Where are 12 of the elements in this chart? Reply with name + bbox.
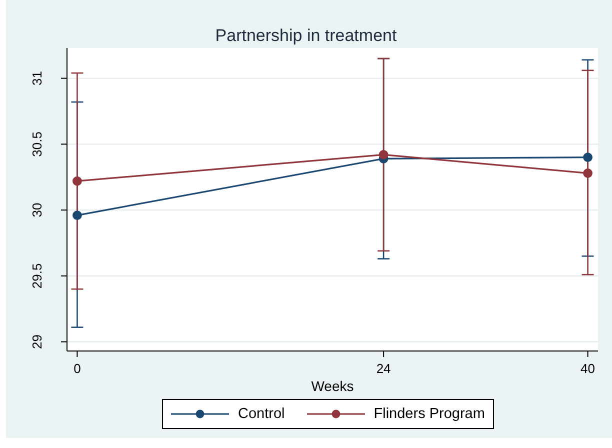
y-tick-label: 30.5 xyxy=(30,132,44,157)
x-axis-title: Weeks xyxy=(311,378,354,394)
x-tick-label: 24 xyxy=(376,361,391,376)
y-tick-label: 29.5 xyxy=(30,263,44,289)
x-tick-label: 40 xyxy=(580,361,596,376)
legend-label: Control xyxy=(238,406,285,422)
chart-title: Partnership in treatment xyxy=(214,26,398,46)
y-tick-label: 31 xyxy=(30,71,44,86)
x-tick-label: 0 xyxy=(74,361,81,376)
legend-label: Flinders Program xyxy=(374,406,485,422)
y-tick-label: 29 xyxy=(30,334,44,350)
y-tick-label: 30 xyxy=(30,202,44,218)
